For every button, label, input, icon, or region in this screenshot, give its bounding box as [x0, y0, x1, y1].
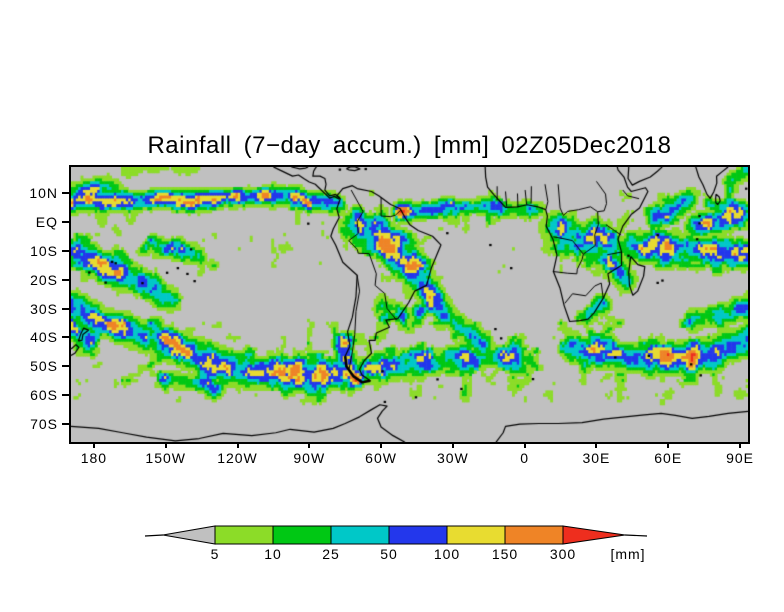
y-tick-label: 70S [30, 416, 58, 433]
y-axis-tick [62, 307, 69, 310]
colorbar-unit-label: [mm] [610, 546, 645, 562]
colorbar-segment [272, 525, 332, 545]
colorbar-segment [504, 525, 564, 545]
x-tick-label: 180 [80, 450, 108, 466]
y-tick-label: 10N [29, 184, 58, 201]
y-axis-tick [62, 191, 69, 194]
x-tick-label: 30E [582, 450, 611, 466]
y-axis-tick [62, 336, 69, 339]
x-tick-label: 30W [436, 450, 469, 466]
x-axis-tick [164, 442, 167, 448]
x-axis-tick [595, 442, 598, 448]
colorbar-segment [446, 525, 506, 545]
colorbar-tick-label: 50 [380, 546, 398, 562]
colorbar-tick-label: 25 [322, 546, 340, 562]
y-tick-label: 50S [30, 358, 58, 375]
x-axis-tick [308, 442, 311, 448]
colorbar-underflow-arrow [162, 525, 216, 545]
y-axis-tick [62, 278, 69, 281]
colorbar-overflow-tail [624, 534, 648, 537]
chart-title: Rainfall (7−day accum.) [mm] 02Z05Dec201… [147, 132, 672, 159]
x-axis-tick [667, 442, 670, 448]
x-axis-tick [451, 442, 454, 448]
x-tick-label: 90W [293, 450, 326, 466]
y-axis-tick [62, 423, 69, 426]
x-tick-label: 120W [217, 450, 258, 466]
x-tick-label: 0 [520, 450, 530, 466]
x-axis-tick [380, 442, 383, 448]
colorbar-overflow-arrow [562, 525, 626, 545]
colorbar-legend: 5 10 25 50 100 150 300 [mm] [144, 525, 648, 562]
colorbar-tick-label: 150 [492, 546, 518, 562]
colorbar-segment [214, 525, 274, 545]
x-axis-tick [523, 442, 526, 448]
y-axis-tick [62, 365, 69, 368]
x-tick-label: 150W [145, 450, 186, 466]
x-axis-tick [739, 442, 742, 448]
map-frame [69, 165, 750, 444]
y-tick-label: 40S [30, 329, 58, 346]
y-tick-label: EQ [35, 213, 58, 230]
colorbar-tick-label: 5 [211, 546, 220, 562]
x-tick-label: 60W [365, 450, 397, 466]
y-tick-label: 30S [30, 300, 58, 317]
colorbar-underflow-tail [144, 534, 164, 537]
y-axis-tick [62, 220, 69, 223]
colorbar-segment [330, 525, 390, 545]
y-axis-tick [62, 249, 69, 252]
colorbar-tick-label: 300 [550, 546, 576, 562]
colorbar-tick-label: 100 [434, 546, 460, 562]
colorbar-segment [388, 525, 448, 545]
colorbar-tick-label: 10 [264, 546, 282, 562]
y-tick-label: 60S [30, 387, 58, 404]
x-tick-label: 60E [654, 450, 683, 466]
x-axis-tick [236, 442, 239, 448]
x-axis-tick [92, 442, 95, 448]
map-canvas [71, 167, 748, 442]
x-tick-label: 90E [726, 450, 754, 466]
y-tick-label: 10S [30, 242, 58, 259]
y-tick-label: 20S [30, 271, 58, 288]
y-axis-tick [62, 394, 69, 397]
